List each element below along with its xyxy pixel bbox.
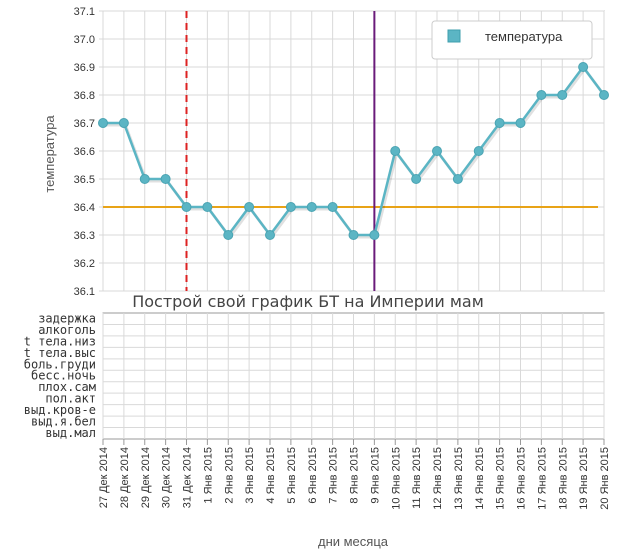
data-point xyxy=(98,118,108,128)
x-tick-label: 30 Дек 2014 xyxy=(161,447,173,508)
data-point xyxy=(327,202,338,212)
symptom-row-label: t тела.выс xyxy=(24,346,96,360)
y-tick-label: 36.5 xyxy=(74,174,95,186)
x-tick-label: 3 Янв 2015 xyxy=(244,447,256,504)
symptom-row-label: бесс.ночь xyxy=(31,369,96,383)
symptom-row-label: выд.мал xyxy=(45,426,96,440)
x-tick-label: 17 Янв 2015 xyxy=(536,447,548,510)
data-point xyxy=(118,118,129,128)
x-tick-label: 7 Янв 2015 xyxy=(328,447,340,504)
data-point xyxy=(390,146,401,156)
data-point xyxy=(223,230,234,240)
y-tick-label: 36.4 xyxy=(74,202,95,214)
x-tick-label: 15 Янв 2015 xyxy=(495,447,507,510)
y-tick-label: 36.7 xyxy=(74,118,95,130)
data-point xyxy=(348,230,359,240)
x-tick-label: 27 Дек 2014 xyxy=(98,447,110,508)
symptom-row-label: пол.акт xyxy=(45,392,96,406)
y-tick-label: 36.1 xyxy=(74,286,95,298)
y-axis-ticks: 37.1 37.0 36.9 36.8 36.7 36.6 36.5 36.4 36.3 36.2… xyxy=(74,6,95,298)
x-tick-label: 31 Дек 2014 xyxy=(182,447,194,508)
x-tick-label: 9 Янв 2015 xyxy=(369,447,381,504)
y-tick-label: 36.8 xyxy=(74,90,95,102)
x-tick-label: 20 Янв 2015 xyxy=(599,447,611,510)
data-point xyxy=(139,174,150,184)
x-tick-label: 16 Янв 2015 xyxy=(516,447,528,510)
data-point xyxy=(244,202,255,212)
x-tick-label: 29 Дек 2014 xyxy=(140,447,152,508)
data-point xyxy=(557,90,568,100)
data-point xyxy=(452,174,463,184)
symptom-row-label: плох.сам xyxy=(38,380,96,394)
y-tick-label: 36.6 xyxy=(74,146,95,158)
x-axis-ticks: 27 Дек 2014 28 Дек 2014 29 Дек 2014 30 Дек … xyxy=(98,447,611,510)
data-point xyxy=(285,202,296,212)
legend-label: температура xyxy=(485,29,563,44)
x-tick-label: 6 Янв 2015 xyxy=(307,447,319,504)
symptom-row-label: боль.груди xyxy=(24,357,96,371)
y-axis-title: температура xyxy=(42,115,57,193)
x-tick-label: 1 Янв 2015 xyxy=(202,447,214,504)
data-point xyxy=(473,146,484,156)
legend-box xyxy=(431,20,593,60)
x-tick-label: 12 Янв 2015 xyxy=(432,447,444,510)
data-point xyxy=(160,174,171,184)
x-tick-label: 19 Янв 2015 xyxy=(578,447,590,510)
symptom-grid xyxy=(102,312,605,445)
y-tick-label: 36.2 xyxy=(74,258,95,270)
data-point xyxy=(578,62,589,72)
y-tick-label: 37.0 xyxy=(74,34,95,46)
symptom-row-label: выд.кров-е xyxy=(24,403,96,417)
x-tick-label: 28 Дек 2014 xyxy=(119,447,131,508)
x-axis-title: дни месяца xyxy=(318,534,389,549)
x-tick-label: 2 Янв 2015 xyxy=(223,447,235,504)
data-point xyxy=(411,174,422,184)
x-tick-label: 13 Янв 2015 xyxy=(453,447,465,510)
symptom-row-label: t тела.низ xyxy=(24,334,96,348)
symptom-row-label: алкоголь xyxy=(38,323,96,337)
data-point xyxy=(181,202,192,212)
data-point xyxy=(202,202,213,212)
x-tick-label: 14 Янв 2015 xyxy=(474,447,486,510)
y-tick-label: 37.1 xyxy=(74,6,95,18)
chart-watermark-title: Построй свой график БТ на Империи мам xyxy=(132,292,484,311)
x-tick-label: 8 Янв 2015 xyxy=(349,447,361,504)
x-tick-label: 18 Янв 2015 xyxy=(557,447,569,510)
symptom-row-label: выд.я.бел xyxy=(31,415,96,429)
data-point xyxy=(265,230,275,240)
symptom-row-label: задержка xyxy=(38,311,96,325)
legend[interactable]: температура xyxy=(431,20,593,60)
y-tick-label: 36.3 xyxy=(74,230,95,242)
legend-swatch xyxy=(447,29,461,43)
y-tick-label: 36.9 xyxy=(74,62,95,74)
x-tick-label: 10 Янв 2015 xyxy=(390,447,402,510)
series-temperature xyxy=(98,62,609,240)
data-point xyxy=(536,90,547,100)
data-point xyxy=(432,146,442,156)
data-point xyxy=(369,230,380,240)
x-tick-label: 4 Янв 2015 xyxy=(265,447,277,504)
x-tick-label: 5 Янв 2015 xyxy=(286,447,298,504)
data-point xyxy=(515,118,526,128)
data-point xyxy=(599,90,609,100)
data-point xyxy=(306,202,317,212)
data-point xyxy=(494,118,505,128)
x-tick-label: 11 Янв 2015 xyxy=(411,447,423,509)
